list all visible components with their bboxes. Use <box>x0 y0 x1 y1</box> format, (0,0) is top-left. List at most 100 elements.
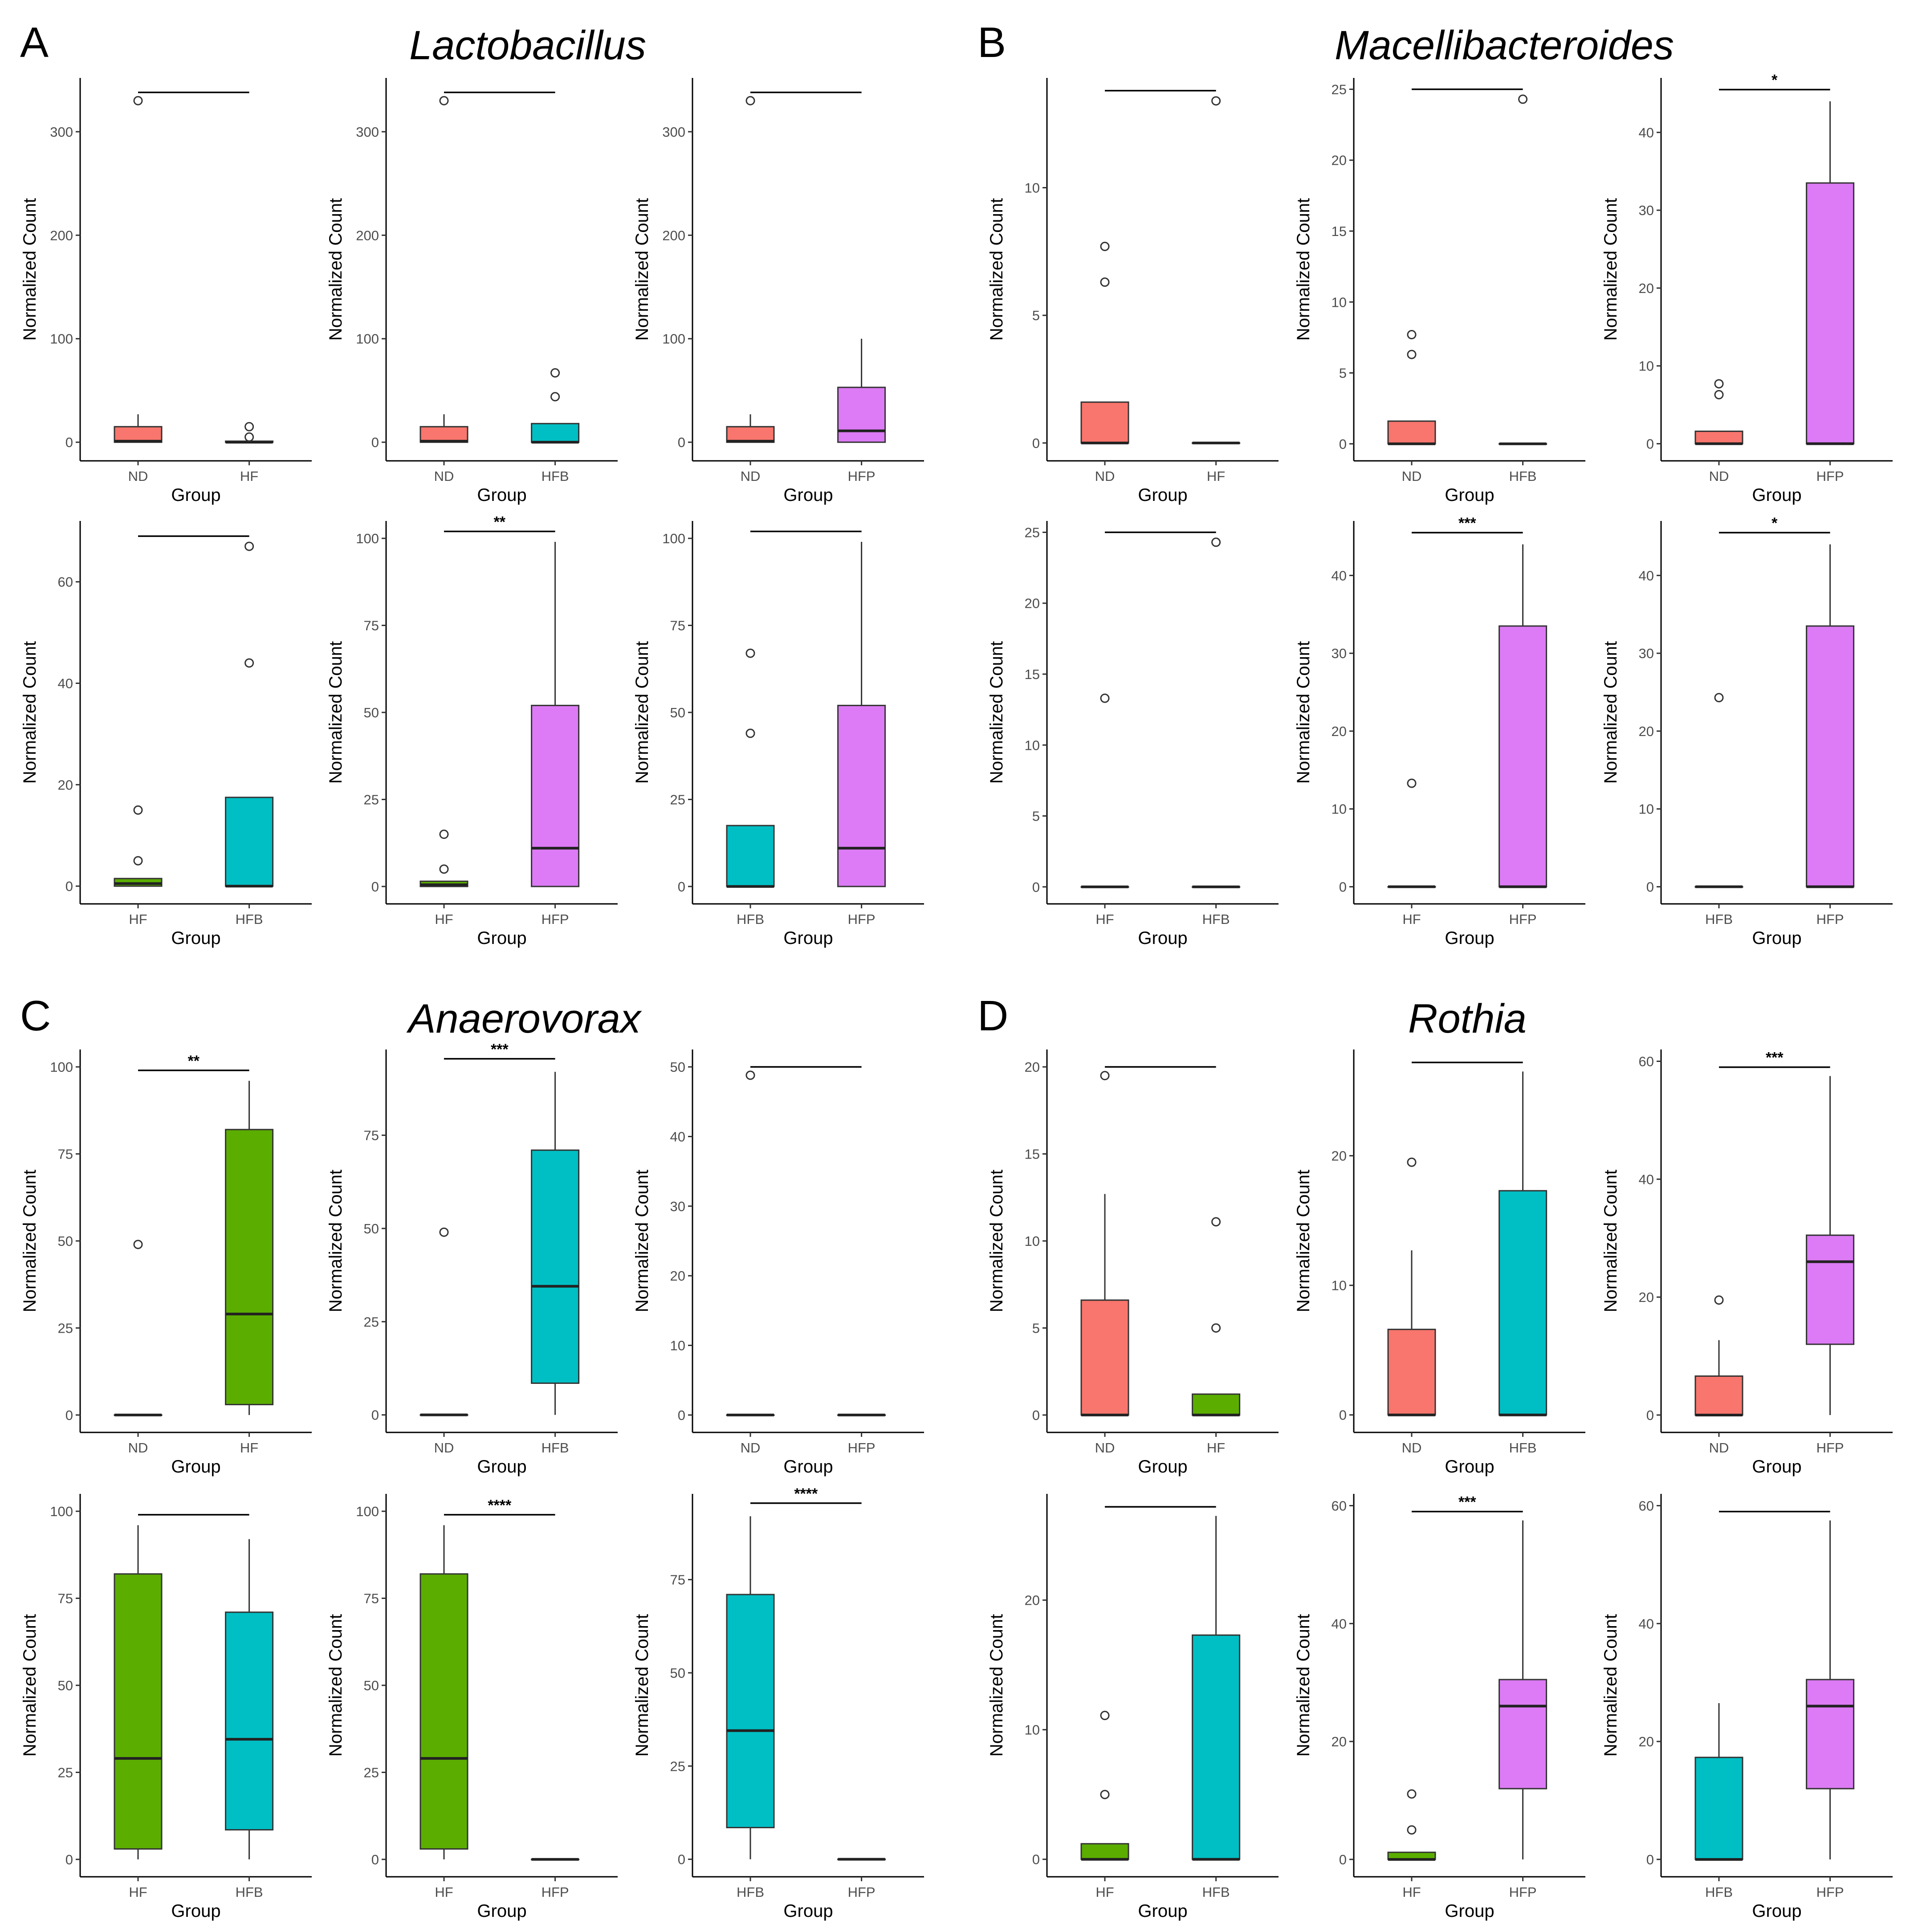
outlier-point <box>1407 350 1417 359</box>
y-tick-label: 10 <box>1025 180 1040 196</box>
box-group-hfb: HFB <box>1499 94 1547 484</box>
y-tick-label: 0 <box>371 1407 379 1423</box>
significance-label: **** <box>488 1497 512 1514</box>
x-axis-title: Group <box>783 1901 833 1921</box>
y-tick-label: 0 <box>371 435 379 450</box>
box-hfb <box>531 1149 580 1384</box>
x-tick-label: HF <box>1207 468 1225 484</box>
box-group-hf: HF <box>1387 1789 1436 1900</box>
outlier-point <box>439 830 449 839</box>
y-axis-title: Normalized Count <box>1294 641 1313 784</box>
y-tick-label: 0 <box>371 879 379 895</box>
x-tick-label: HF <box>129 911 147 927</box>
box-group-hf: HF <box>1387 778 1436 927</box>
y-tick-label: 25 <box>58 1320 73 1336</box>
y-tick-label: 10 <box>1025 1722 1040 1738</box>
boxplot-d-6: 0 20 40 60 Group Normalized Count HFB HFP <box>1601 1494 1893 1921</box>
x-tick-label: HF <box>240 468 258 484</box>
outlier-point <box>1100 1071 1110 1081</box>
box-group-nd: ND <box>726 96 775 484</box>
y-tick-label: 15 <box>1025 1147 1040 1162</box>
y-axis-title: Normalized Count <box>326 641 346 784</box>
x-tick-label: HFB <box>1705 1884 1733 1900</box>
outlier-point <box>1407 1157 1417 1167</box>
box-group-hfb: HFB <box>1192 537 1241 927</box>
y-tick-label: 10 <box>1332 294 1347 310</box>
y-tick-label: 0 <box>1032 1407 1040 1423</box>
y-tick-label: 40 <box>1639 568 1654 583</box>
y-tick-label: 10 <box>1639 358 1654 374</box>
x-axis-title: Group <box>1445 1901 1494 1921</box>
y-tick-label: 0 <box>1339 1407 1347 1423</box>
y-tick-label: 0 <box>678 1407 685 1423</box>
y-axis-title: Normalized Count <box>20 1170 40 1312</box>
box-hf <box>1192 1393 1241 1416</box>
boxplot-b-1: 0 5 10 Group Normalized Count ND HF <box>987 78 1279 505</box>
outlier-point <box>439 96 449 106</box>
box-hfp <box>837 386 886 443</box>
outlier-point <box>1714 379 1724 389</box>
box-hfp <box>1499 625 1547 888</box>
outlier-point <box>244 422 254 431</box>
y-tick-label: 300 <box>356 124 379 140</box>
y-tick-label: 200 <box>662 228 685 243</box>
y-axis-title: Normalized Count <box>326 1614 346 1757</box>
y-tick-label: 20 <box>1639 1289 1654 1305</box>
box-group-nd: ND <box>1694 379 1743 484</box>
y-tick-label: 75 <box>58 1147 73 1162</box>
y-axis-title: Normalized Count <box>987 1614 1006 1757</box>
y-tick-label: 25 <box>1332 81 1347 97</box>
x-tick-label: ND <box>1095 1440 1115 1456</box>
box-group-nd: ND <box>419 1227 468 1456</box>
panel-b-header: B Macellibacteroides <box>977 19 1674 68</box>
box-group-hfp: HFP <box>1806 544 1855 927</box>
y-axis-title: Normalized Count <box>20 198 40 341</box>
x-axis-title: Group <box>171 1901 220 1921</box>
y-tick-label: 0 <box>678 879 685 895</box>
y-tick-label: 20 <box>58 777 73 793</box>
x-tick-label: ND <box>741 468 761 484</box>
box-group-hfp: HFP <box>531 541 580 927</box>
y-tick-label: 0 <box>1646 436 1654 452</box>
x-tick-label: ND <box>434 468 454 484</box>
x-axis-title: Group <box>1752 485 1801 505</box>
y-tick-label: 50 <box>670 1059 685 1075</box>
outlier-point <box>745 96 755 106</box>
y-tick-label: 50 <box>364 1678 379 1693</box>
box-group-hfp: HFP <box>837 338 886 484</box>
outlier-point <box>1211 537 1221 547</box>
panel-title-a: Lactobacillus <box>409 23 646 68</box>
box-group-hfb: HFB <box>1694 693 1743 927</box>
boxplot-a-4: 0 20 40 60 Group Normalized Count HF HFB <box>20 521 312 948</box>
y-tick-label: 0 <box>1339 436 1347 452</box>
y-tick-label: 15 <box>1025 667 1040 682</box>
outlier-point <box>1714 1295 1724 1305</box>
y-tick-label: 0 <box>371 1852 379 1867</box>
y-tick-label: 10 <box>670 1338 685 1354</box>
y-tick-label: 30 <box>670 1199 685 1214</box>
panel-title-c: Anaerovorax <box>406 996 642 1041</box>
panel-letter-d: D <box>977 992 1008 1040</box>
y-tick-label: 60 <box>1639 1053 1654 1069</box>
x-tick-label: HF <box>435 911 453 927</box>
x-tick-label: HFP <box>542 911 569 927</box>
y-tick-label: 75 <box>670 1572 685 1588</box>
panel-letter-a: A <box>20 19 49 66</box>
y-tick-label: 20 <box>1639 1734 1654 1749</box>
y-tick-label: 0 <box>1646 1407 1654 1423</box>
x-tick-label: HFP <box>1509 911 1537 927</box>
y-tick-label: 20 <box>1639 281 1654 296</box>
y-tick-label: 60 <box>58 574 73 590</box>
x-tick-label: ND <box>1095 468 1115 484</box>
y-tick-label: 50 <box>58 1233 73 1249</box>
y-tick-label: 50 <box>670 705 685 720</box>
outlier-point <box>1100 1790 1110 1799</box>
outlier-point <box>1211 1217 1221 1227</box>
x-tick-label: HFB <box>737 1884 764 1900</box>
significance-label: *** <box>1458 515 1476 532</box>
y-tick-label: 10 <box>1025 1233 1040 1249</box>
y-tick-label: 0 <box>65 435 73 450</box>
x-tick-label: HFP <box>1509 1884 1537 1900</box>
y-tick-label: 20 <box>1025 1593 1040 1608</box>
x-tick-label: HF <box>1207 1440 1225 1456</box>
